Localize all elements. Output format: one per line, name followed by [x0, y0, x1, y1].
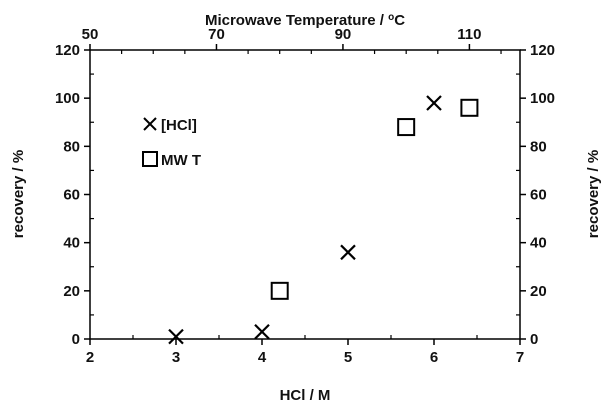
- data-point-hcl-stroke: [426, 95, 442, 111]
- y-tick-label-left: 120: [55, 42, 80, 59]
- points-layer: [168, 95, 479, 345]
- data-point-mwt: [270, 281, 289, 300]
- ticks-layer: [84, 44, 526, 345]
- x-tick-label: 7: [516, 349, 524, 366]
- x-tick-label: 6: [430, 349, 438, 366]
- x-axis-title: HCl / M: [280, 387, 331, 404]
- data-point-mwt: [397, 118, 416, 137]
- y-axis-title-right: recovery / %: [585, 150, 602, 238]
- legend-label-hcl: [HCl]: [161, 117, 197, 134]
- y-axis-title-left: recovery / %: [10, 150, 27, 238]
- x-tick-label: 4: [258, 349, 267, 366]
- data-point-hcl: [254, 323, 270, 340]
- data-point-hcl: [426, 95, 442, 111]
- plot-frame: [89, 49, 521, 340]
- top-axis-title: Microwave Temperature / oC: [205, 12, 405, 29]
- y-tick-label-right: 100: [530, 90, 555, 107]
- top-tick-label: 110: [457, 26, 481, 43]
- legend-marker-hcl: [143, 117, 157, 131]
- legend-marker-mwt: [142, 151, 158, 167]
- y-tick-label-left: 80: [63, 138, 80, 155]
- y-tick-label-left: 40: [63, 235, 80, 252]
- top-tick-label: 50: [82, 26, 99, 43]
- legend: [HCl] MW T: [142, 117, 201, 169]
- y-tick-label-right: 60: [530, 187, 547, 204]
- y-tick-label-right: 20: [530, 283, 547, 300]
- y-tick-label-left: 100: [55, 90, 80, 107]
- data-point-hcl: [340, 244, 356, 261]
- data-point-hcl-stroke: [168, 328, 184, 345]
- top-tick-label: 70: [208, 26, 225, 43]
- tick-labels-layer: 2 3 4 5 6 7 50 70 90 110 0 0 20 20 40 40 60 60 80 80 100 100 1…: [55, 26, 555, 366]
- x-tick-label: 2: [86, 349, 94, 366]
- top-tick-label: 90: [335, 26, 352, 43]
- y-tick-label-right: 0: [530, 331, 538, 348]
- data-point-hcl-stroke: [340, 244, 356, 261]
- data-point-hcl: [168, 328, 184, 345]
- data-point-hcl-stroke: [254, 323, 270, 340]
- data-point-mwt: [460, 98, 479, 117]
- x-tick-label: 3: [172, 349, 180, 366]
- y-tick-label-right: 40: [530, 235, 547, 252]
- y-tick-label-right: 120: [530, 42, 555, 59]
- y-tick-label-left: 60: [63, 187, 80, 204]
- x-tick-label: 5: [344, 349, 352, 366]
- y-tick-label-right: 80: [530, 138, 547, 155]
- legend-label-mwt: MW T: [161, 152, 201, 169]
- y-tick-label-left: 0: [72, 331, 80, 348]
- y-tick-label-left: 20: [63, 283, 80, 300]
